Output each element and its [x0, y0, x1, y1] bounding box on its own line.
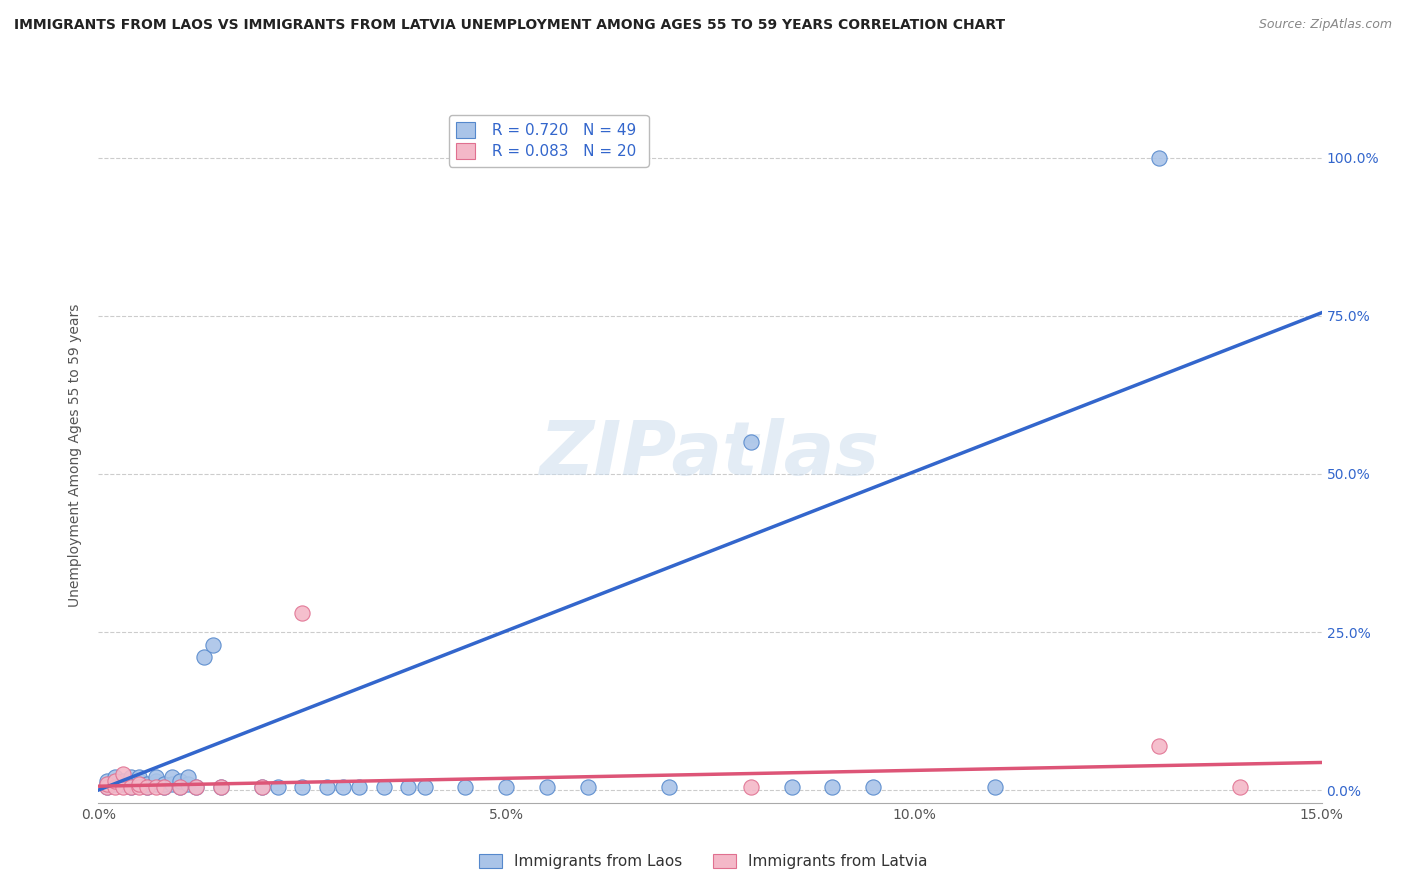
Point	[145, 780, 167, 794]
Point	[201, 638, 224, 652]
Point	[454, 780, 477, 794]
Point	[267, 780, 290, 794]
Point	[169, 780, 191, 794]
Point	[658, 780, 681, 794]
Point	[104, 780, 127, 794]
Point	[104, 773, 127, 788]
Point	[740, 435, 762, 450]
Point	[186, 780, 208, 794]
Point	[349, 780, 371, 794]
Point	[396, 780, 419, 794]
Point	[128, 780, 150, 794]
Point	[96, 780, 118, 794]
Point	[152, 780, 174, 794]
Point	[1147, 739, 1170, 753]
Point	[495, 780, 517, 794]
Point	[152, 780, 174, 794]
Point	[291, 780, 314, 794]
Point	[128, 773, 150, 788]
Point	[984, 780, 1007, 794]
Point	[576, 780, 599, 794]
Text: Source: ZipAtlas.com: Source: ZipAtlas.com	[1258, 18, 1392, 31]
Point	[209, 780, 232, 794]
Legend: Immigrants from Laos, Immigrants from Latvia: Immigrants from Laos, Immigrants from La…	[472, 848, 934, 875]
Point	[96, 780, 118, 794]
Point	[145, 777, 167, 791]
Point	[111, 777, 134, 791]
Point	[413, 780, 436, 794]
Point	[128, 771, 150, 785]
Point	[111, 767, 134, 781]
Point	[177, 777, 200, 791]
Text: IMMIGRANTS FROM LAOS VS IMMIGRANTS FROM LATVIA UNEMPLOYMENT AMONG AGES 55 TO 59 : IMMIGRANTS FROM LAOS VS IMMIGRANTS FROM …	[14, 18, 1005, 32]
Text: ZIPatlas: ZIPatlas	[540, 418, 880, 491]
Point	[111, 780, 134, 794]
Point	[120, 780, 142, 794]
Point	[186, 780, 208, 794]
Point	[120, 780, 142, 794]
Point	[821, 780, 844, 794]
Point	[536, 780, 558, 794]
Point	[373, 780, 395, 794]
Point	[332, 780, 354, 794]
Point	[104, 771, 127, 785]
Point	[104, 777, 127, 791]
Y-axis label: Unemployment Among Ages 55 to 59 years: Unemployment Among Ages 55 to 59 years	[69, 303, 83, 607]
Point	[160, 777, 183, 791]
Point	[145, 771, 167, 785]
Point	[128, 777, 150, 791]
Point	[177, 771, 200, 785]
Point	[120, 771, 142, 785]
Point	[780, 780, 803, 794]
Point	[193, 650, 215, 665]
Point	[169, 780, 191, 794]
Point	[128, 777, 150, 791]
Point	[136, 777, 159, 791]
Point	[145, 773, 167, 788]
Legend:  R = 0.720   N = 49 ,  R = 0.083   N = 20 : R = 0.720 N = 49 , R = 0.083 N = 20	[449, 115, 648, 167]
Point	[152, 777, 174, 791]
Point	[862, 780, 884, 794]
Point	[291, 606, 314, 620]
Point	[111, 773, 134, 788]
Point	[209, 780, 232, 794]
Point	[169, 773, 191, 788]
Point	[740, 780, 762, 794]
Point	[96, 773, 118, 788]
Point	[1229, 780, 1251, 794]
Point	[315, 780, 337, 794]
Point	[250, 780, 273, 794]
Point	[160, 771, 183, 785]
Point	[250, 780, 273, 794]
Point	[1147, 151, 1170, 165]
Point	[136, 780, 159, 794]
Point	[96, 777, 118, 791]
Point	[96, 777, 118, 791]
Point	[136, 780, 159, 794]
